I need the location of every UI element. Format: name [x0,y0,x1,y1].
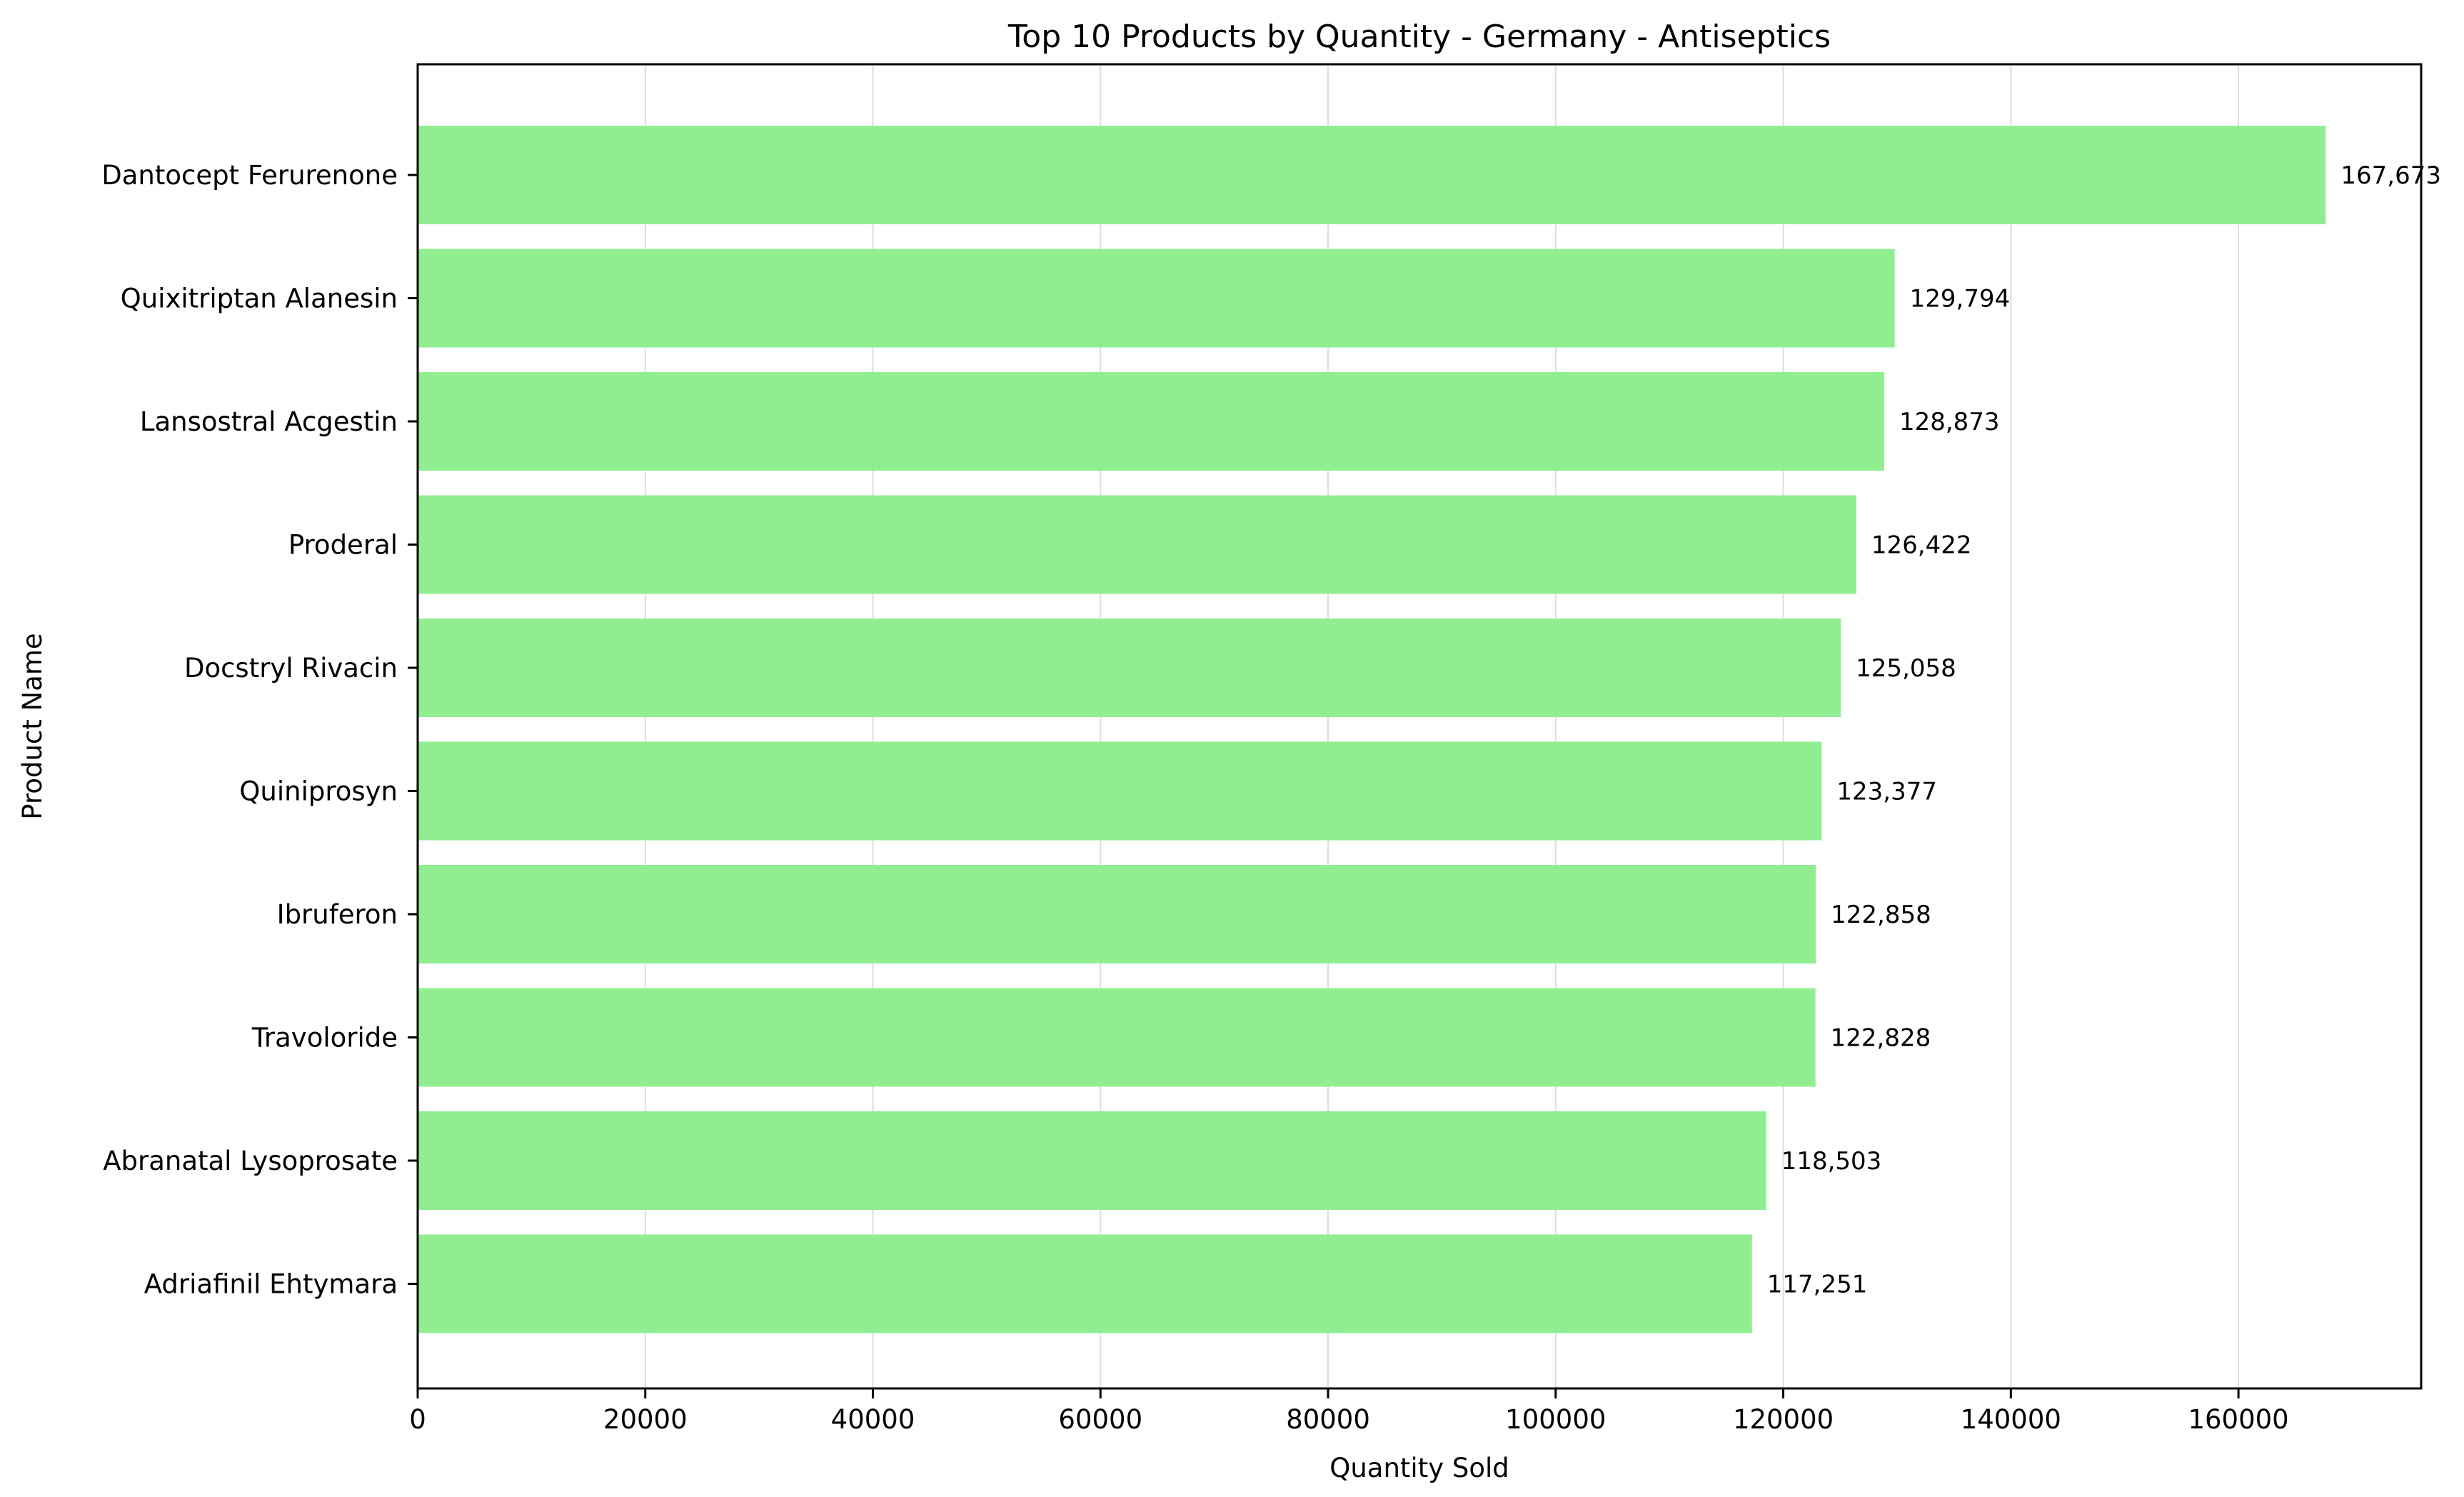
y-axis-label: Product Name [17,633,48,819]
y-axis-ticks: Dantocept Ferurenone Quixitriptan Alanesi… [101,160,418,1300]
bar [418,619,1841,717]
x-tick-label: 20000 [603,1404,688,1435]
bar-value-label: 122,828 [1831,1024,1931,1053]
y-tick-label: Quixitriptan Alanesin [121,284,398,314]
x-axis-ticks: 0 20000 40000 60000 80000 100000 120000 140000 1… [409,1388,2289,1435]
bars [418,126,2326,1333]
bar-value-label: 129,794 [1910,285,2011,314]
x-tick-label: 80000 [1286,1404,1370,1435]
bar-value-label: 128,873 [1899,408,2000,436]
x-tick-label: 120000 [1733,1404,1834,1435]
bar [418,988,1816,1087]
x-axis-label: Quantity Sold [1329,1453,1509,1483]
bar-value-label: 118,503 [1781,1147,1882,1176]
bar [418,495,1856,594]
value-labels: 167,673 129,794 128,873 126,422 125,058 123,3… [1767,161,2441,1299]
bar [418,126,2326,224]
x-tick-label: 40000 [831,1404,915,1435]
bar [418,865,1816,963]
chart-title: Top 10 Products by Quantity - Germany - … [1007,19,1831,55]
bar-value-label: 122,858 [1831,901,1931,929]
bar [418,372,1884,471]
y-tick-label: Abranatal Lysoprosate [103,1146,398,1176]
y-tick-label: Ibruferon [277,899,398,930]
y-tick-label: Dantocept Ferurenone [101,160,398,191]
x-tick-label: 160000 [2188,1404,2288,1435]
bar-value-label: 167,673 [2340,161,2441,190]
bar [418,741,1822,841]
bar [418,1111,1766,1210]
y-tick-label: Lansostral Acgestin [140,406,398,437]
bar-value-label: 117,251 [1767,1271,1868,1299]
x-tick-label: 140000 [1961,1404,2061,1435]
bar-value-label: 123,377 [1836,778,1937,806]
y-tick-label: Adriafinil Ehtymara [144,1269,398,1300]
plot-frame [416,63,2423,1390]
y-tick-label: Proderal [288,530,398,561]
x-tick-label: 0 [409,1404,426,1435]
y-tick-label: Travoloride [251,1023,398,1053]
bar [418,1234,1752,1333]
x-tick-label: 60000 [1058,1404,1142,1435]
y-tick-label: Quiniprosyn [239,776,398,807]
bar [418,249,1895,348]
bar-value-label: 125,058 [1856,654,1956,683]
bar-value-label: 126,422 [1871,531,1972,560]
x-tick-label: 100000 [1505,1404,1606,1435]
y-tick-label: Docstryl Rivacin [184,653,398,684]
